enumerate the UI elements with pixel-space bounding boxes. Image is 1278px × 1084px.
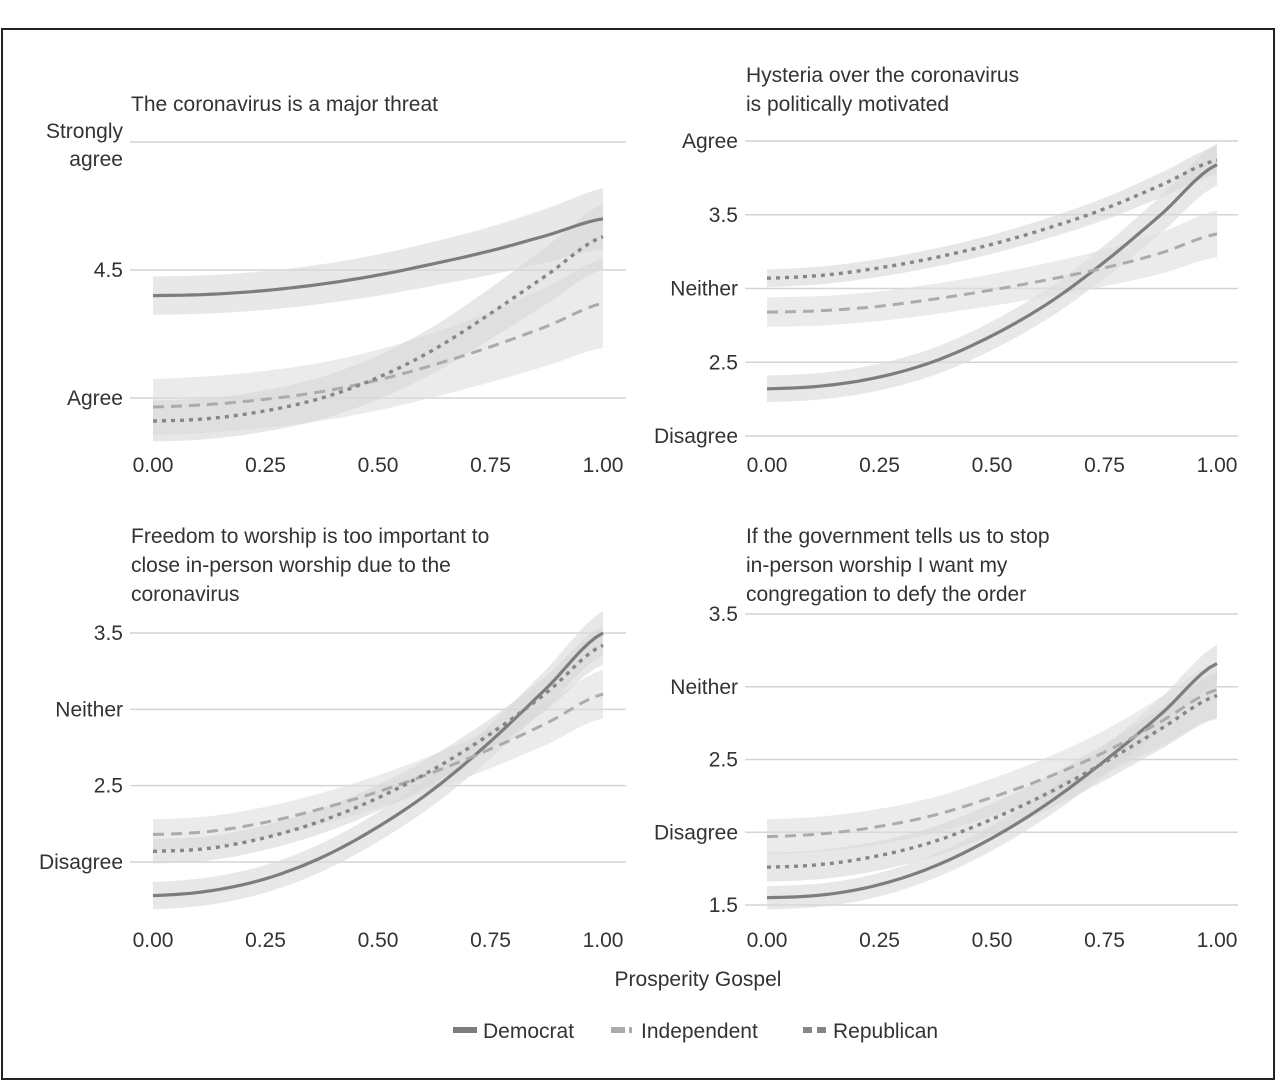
- y-tick-line: agree: [69, 148, 123, 171]
- y-tick-line: Strongly: [46, 120, 124, 143]
- y-tick-label: Neither: [670, 278, 738, 301]
- x-tick-label: 0.75: [1084, 454, 1125, 477]
- x-tick-label: 0.75: [1084, 929, 1125, 952]
- panel-title: If the government tells us to stop in-per…: [746, 525, 1050, 606]
- series-line-republican: [152, 235, 604, 423]
- series-line-independent: [152, 692, 604, 836]
- panel-title-line: coronavirus: [131, 583, 240, 606]
- series-line-democrat: [152, 217, 604, 298]
- series-line-democrat: [766, 163, 1218, 391]
- ci-band-independent: [767, 210, 1217, 327]
- x-tick-label: 0.25: [245, 929, 286, 952]
- series-line-democrat: [152, 631, 604, 898]
- panel-title-line: congregation to defy the order: [746, 583, 1026, 606]
- x-tick-label: 0.50: [972, 454, 1013, 477]
- panel-title: The coronavirus is a major threat: [131, 93, 438, 116]
- y-tick-label: 1.5: [709, 894, 738, 917]
- x-tick-label: 0.00: [747, 454, 788, 477]
- ci-band-republican: [767, 146, 1217, 287]
- panel-title-line: close in-person worship due to the: [131, 554, 451, 577]
- y-tick-label: Agree: [682, 130, 738, 153]
- series-line-republican: [766, 693, 1218, 869]
- y-tick-label: Disagree: [39, 851, 123, 874]
- x-tick-label: 0.25: [245, 454, 286, 477]
- x-tick-label: 0.00: [747, 929, 788, 952]
- legend: Democrat Independent Republican: [453, 1020, 938, 1043]
- y-tick-label: 4.5: [94, 259, 123, 282]
- y-tick-label: 3.5: [709, 603, 738, 626]
- ci-band-democrat: [153, 611, 603, 910]
- ci-band-democrat: [153, 188, 603, 315]
- panel-4: If the government tells us to stop in-per…: [654, 525, 1238, 952]
- y-tick-label: Neither: [670, 676, 738, 699]
- series-line-democrat: [766, 662, 1218, 900]
- x-tick-label: 1.00: [1197, 454, 1238, 477]
- y-tick-label: 3.5: [94, 622, 123, 645]
- panel-title-line: Hysteria over the coronavirus: [746, 64, 1019, 87]
- x-tick-label: 0.50: [358, 929, 399, 952]
- figure-frame: [1, 28, 1275, 1080]
- series-line-republican: [766, 158, 1218, 280]
- y-tick-label: 2.5: [709, 749, 738, 772]
- y-tick-label: Agree: [67, 387, 123, 410]
- x-tick-label: 0.25: [859, 929, 900, 952]
- x-tick-label: 1.00: [583, 929, 624, 952]
- x-tick-label: 0.50: [972, 929, 1013, 952]
- y-tick-label: Disagree: [654, 821, 738, 844]
- x-tick-label: 0.75: [470, 929, 511, 952]
- x-tick-label: 1.00: [1197, 929, 1238, 952]
- panel-2: Hysteria over the coronavirus is politica…: [654, 64, 1238, 477]
- legend-label-democrat: Democrat: [483, 1020, 574, 1043]
- series-line-independent: [152, 301, 604, 409]
- x-tick-label: 0.25: [859, 454, 900, 477]
- panel-title-line: The coronavirus is a major threat: [131, 93, 438, 116]
- legend-label-republican: Republican: [833, 1020, 938, 1043]
- ci-band-democrat: [767, 143, 1217, 403]
- x-tick-label: 0.00: [133, 454, 174, 477]
- x-tick-label: 1.00: [583, 454, 624, 477]
- y-tick-label: Neither: [55, 698, 123, 721]
- x-tick-label: 0.00: [133, 929, 174, 952]
- panel-title: Freedom to worship is too important to cl…: [131, 525, 489, 606]
- ci-band-republican: [153, 625, 603, 864]
- series-line-republican: [152, 643, 604, 853]
- ci-band-republican: [767, 672, 1217, 882]
- panel-3: Freedom to worship is too important to cl…: [39, 525, 626, 952]
- panel-title: Hysteria over the coronavirus is politica…: [746, 64, 1019, 116]
- y-tick-label: Strongly agree: [46, 120, 124, 171]
- y-tick-label: 3.5: [709, 204, 738, 227]
- series-line-independent: [766, 232, 1218, 314]
- series-line-independent: [766, 688, 1218, 839]
- panel-title-line: If the government tells us to stop: [746, 525, 1050, 548]
- panel-title-line: is politically motivated: [746, 93, 949, 116]
- panel-title-line: in-person worship I want my: [746, 554, 1008, 577]
- x-tick-label: 0.50: [358, 454, 399, 477]
- panel-1: The coronavirus is a major threat Agree 4.…: [46, 93, 626, 477]
- x-axis-label: Prosperity Gospel: [615, 968, 782, 991]
- y-tick-label: Disagree: [654, 425, 738, 448]
- y-tick-label: 2.5: [94, 775, 123, 798]
- y-tick-label: 2.5: [709, 351, 738, 374]
- legend-label-independent: Independent: [641, 1020, 758, 1043]
- panel-title-line: Freedom to worship is too important to: [131, 525, 489, 548]
- x-tick-label: 0.75: [470, 454, 511, 477]
